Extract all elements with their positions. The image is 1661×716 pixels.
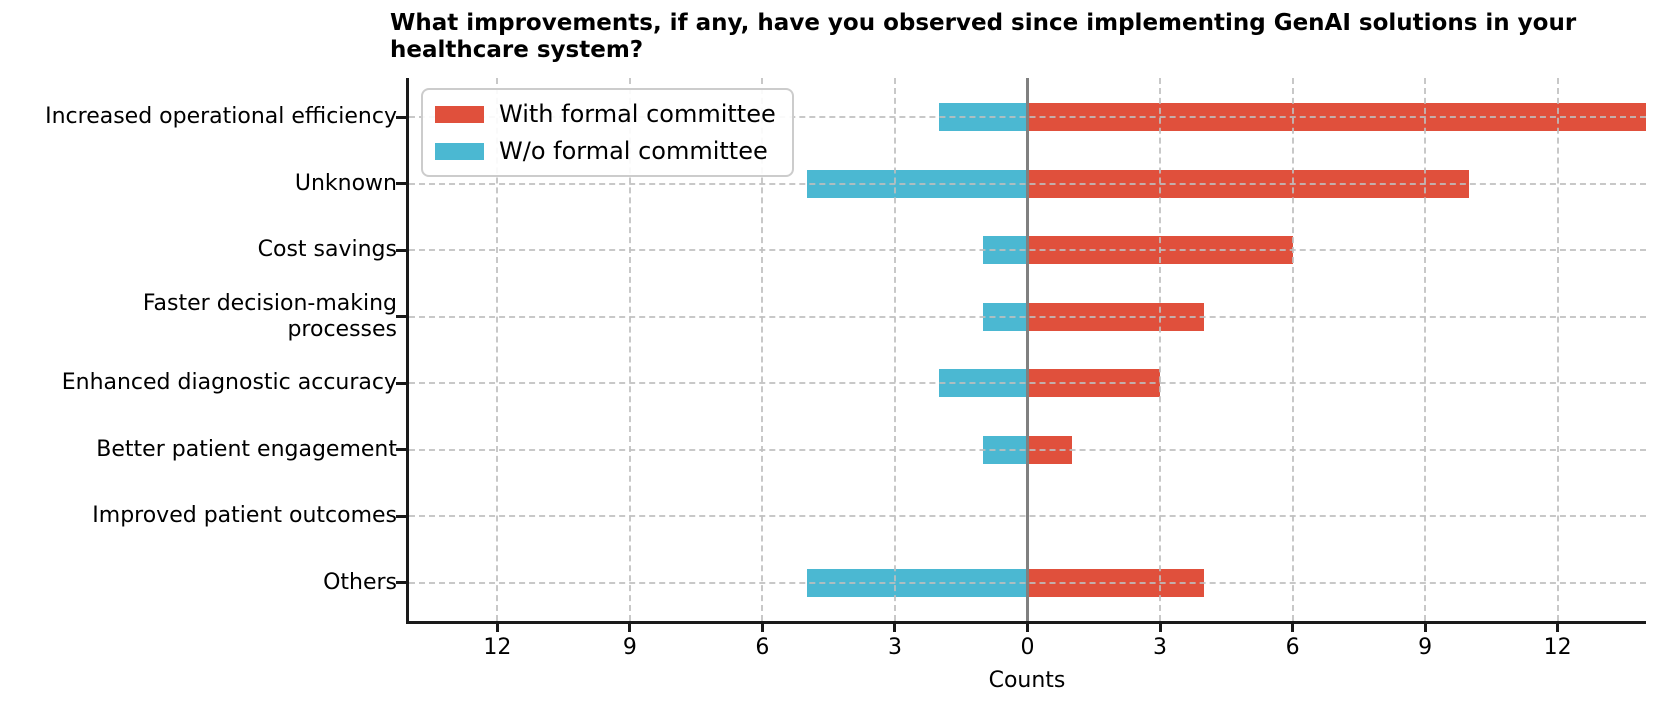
x-tick-mark [893, 621, 897, 632]
x-tick-mark [1158, 621, 1162, 632]
x-tick-label: 0 [1020, 635, 1035, 660]
y-category-label: Increased operational efficiency [45, 104, 397, 129]
y-tick-mark [396, 581, 408, 584]
y-category-label: Improved patient outcomes [92, 503, 397, 528]
x-tick-mark [760, 621, 764, 632]
y-tick-mark [396, 514, 408, 518]
gridline-v [1424, 78, 1427, 621]
y-tick-mark [396, 448, 408, 451]
legend-label: W/o formal committee [499, 137, 768, 165]
y-axis-labels: Increased operational efficiency Unknown C… [37, 0, 397, 716]
legend-swatch [435, 142, 484, 160]
legend-item: W/o formal committee [435, 137, 776, 165]
x-tick-label: 12 [1543, 635, 1572, 660]
x-axis-spine [406, 621, 1646, 624]
y-tick-mark [396, 182, 408, 185]
x-tick-mark [1291, 621, 1295, 632]
gridline-v [1556, 78, 1559, 621]
chart-title: What improvements, if any, have you obse… [390, 10, 1577, 63]
gridline-v [1159, 78, 1162, 621]
y-category-label: Faster decision-making processes [142, 290, 397, 342]
y-category-label: Unknown [294, 170, 397, 196]
y-category-label: Enhanced diagnostic accuracy [61, 370, 397, 395]
y-tick-mark [396, 315, 408, 318]
x-tick-label: 6 [1285, 635, 1300, 660]
y-tick-mark [396, 115, 408, 119]
x-tick-label: 9 [622, 635, 637, 660]
x-tick-label: 6 [755, 635, 770, 660]
gridline-v [628, 78, 631, 621]
legend-swatch [435, 105, 484, 123]
x-tick-mark [1423, 621, 1427, 632]
y-category-label: Others [323, 569, 397, 595]
x-axis-label: Counts [988, 668, 1066, 693]
legend: With formal committee W/o formal committe… [421, 88, 794, 177]
zero-line [1026, 78, 1029, 621]
gridline-v [1291, 78, 1294, 621]
x-tick-label: 3 [1153, 635, 1168, 660]
legend-label: With formal committee [499, 100, 776, 128]
x-tick-mark [628, 621, 632, 632]
x-tick-label: 3 [887, 635, 902, 660]
y-tick-mark [396, 248, 408, 252]
gridline-v [761, 78, 764, 621]
x-tick-label: 12 [483, 635, 512, 660]
x-tick-mark [1026, 621, 1029, 632]
legend-item: With formal committee [435, 100, 776, 128]
gridline-v [496, 78, 499, 621]
y-category-label: Better patient engagement [96, 436, 397, 462]
gridline-v [893, 78, 896, 621]
y-category-label: Cost savings [257, 237, 397, 262]
y-axis-spine [406, 78, 409, 624]
x-tick-mark [1556, 621, 1560, 632]
y-tick-mark [396, 381, 408, 385]
x-tick-label: 9 [1418, 635, 1433, 660]
x-tick-mark [495, 621, 499, 632]
